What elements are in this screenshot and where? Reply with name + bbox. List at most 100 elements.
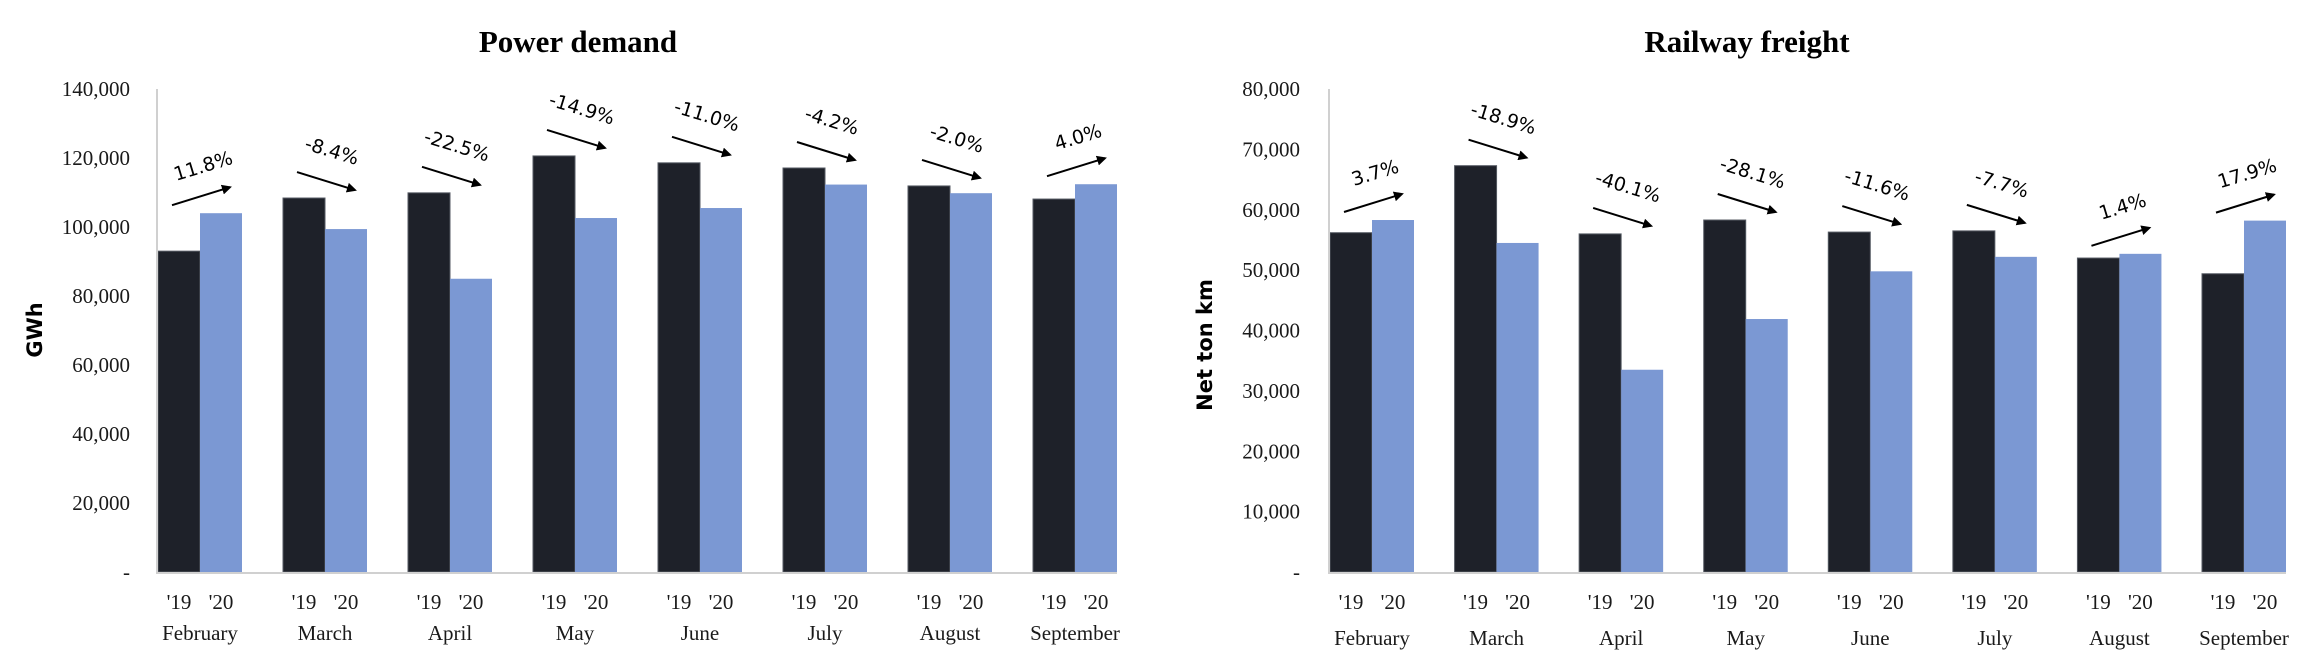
x-year-label: '20 (1381, 590, 1406, 614)
bar-2020-june (700, 208, 742, 572)
arrow-down-icon (421, 165, 482, 188)
x-month-label: March (298, 621, 353, 645)
x-year-label: '19 (542, 590, 567, 614)
y-tick-label: 80,000 (72, 284, 130, 308)
y-tick-label: 20,000 (1242, 439, 1300, 463)
bar-2019-august (2076, 257, 2120, 573)
y-tick-label: 40,000 (72, 422, 130, 446)
x-year-label: '19 (167, 590, 192, 614)
x-year-label: '19 (2086, 590, 2111, 614)
bar-2020-march (1496, 242, 1539, 573)
arrow-down-icon (1592, 206, 1654, 229)
y-tick-label: 120,000 (62, 146, 130, 170)
x-year-label: '20 (709, 590, 734, 614)
x-month-label: July (807, 621, 843, 645)
x-year-label: '20 (2253, 590, 2278, 614)
chart-title: Railway freight (1644, 24, 1850, 59)
bars (1329, 165, 2286, 573)
bar-2020-may (575, 218, 617, 572)
bar-2020-august (950, 193, 992, 572)
x-year-label: '19 (1712, 590, 1737, 614)
x-year-label: '19 (917, 590, 942, 614)
x-year-label: '19 (1463, 590, 1488, 614)
bar-2019-june (1827, 231, 1871, 573)
x-year-label: '20 (459, 590, 484, 614)
x-year-label: '20 (1505, 590, 1530, 614)
change-label: -28.1% (1717, 153, 1788, 194)
arrow-down-icon (671, 135, 732, 158)
bar-2020-february (1372, 220, 1414, 573)
x-year-label: '19 (1042, 590, 1067, 614)
x-month-label: September (2199, 626, 2289, 650)
y-tick-label: 30,000 (1242, 379, 1300, 403)
x-year-label: '20 (2128, 590, 2153, 614)
bar-2020-april (1621, 369, 1664, 572)
bar-2020-april (450, 278, 492, 572)
x-year-label: '19 (1339, 590, 1364, 614)
bar-2019-july (1952, 230, 1996, 573)
x-year-label: '19 (292, 590, 317, 614)
change-label: -14.9% (546, 89, 617, 130)
bar-2019-september (2201, 273, 2245, 573)
bar-2019-august (907, 185, 951, 573)
arrow-down-icon (921, 158, 982, 181)
bar-2019-april (407, 192, 451, 573)
x-year-label: '20 (1754, 590, 1779, 614)
x-year-label: '20 (2003, 590, 2028, 614)
arrow-down-icon (1966, 203, 2027, 226)
arrow-up-icon (171, 184, 232, 207)
y-tick-label: 80,000 (1242, 77, 1300, 101)
change-label: -2.0% (927, 121, 986, 158)
x-year-label: '20 (959, 590, 984, 614)
chart-title: Power demand (479, 24, 677, 59)
arrow-down-icon (1717, 193, 1778, 215)
x-year-label: '20 (834, 590, 859, 614)
x-year-label: '19 (667, 590, 692, 614)
y-tick-label: 60,000 (72, 353, 130, 377)
x-year-label: '20 (1879, 590, 1904, 614)
x-year-label: '20 (1630, 590, 1655, 614)
x-month-label: February (1334, 626, 1410, 650)
change-label: -4.2% (802, 103, 861, 140)
bar-2020-may (1745, 319, 1788, 572)
x-year-label: '19 (417, 590, 442, 614)
y-tick-label: 10,000 (1242, 500, 1300, 524)
x-month-label: September (1030, 621, 1120, 645)
bar-2020-july (825, 184, 867, 572)
change-label: 4.0% (1052, 120, 1105, 155)
y-tick-label: 40,000 (1242, 319, 1300, 343)
bar-2019-june (657, 162, 701, 573)
y-tick-label: - (123, 560, 130, 584)
bars (157, 155, 1117, 573)
change-label: -7.7% (1972, 166, 2031, 203)
y-tick-label: 140,000 (62, 77, 130, 101)
arrow-up-icon (2091, 225, 2152, 247)
y-tick-label: 20,000 (72, 491, 130, 515)
bar-2019-march (282, 197, 326, 573)
arrow-up-icon (2215, 192, 2276, 214)
x-tick-labels: '19 '20 February '19 '20 March '19 '20 April '19 '… (162, 590, 1120, 645)
arrow-up-icon (1046, 155, 1107, 178)
x-month-label: April (1599, 626, 1643, 650)
arrow-down-icon (296, 171, 357, 193)
y-tick-label: 70,000 (1242, 137, 1300, 161)
y-tick-labels: - 20,000 40,000 60,000 80,000 100,000 120,000 1… (62, 77, 130, 584)
bar-2020-february (200, 213, 242, 572)
x-month-label: August (920, 621, 981, 645)
change-label: -18.9% (1468, 99, 1539, 140)
x-month-label: May (556, 621, 595, 645)
x-year-label: '20 (209, 590, 234, 614)
arrow-down-icon (1841, 205, 1903, 227)
change-label: -11.6% (1842, 165, 1913, 206)
change-annotations: 3.7% -18.9% -40.1% -28.1% -11.6% -7.7% 1.4% 17.… (1343, 99, 2279, 247)
change-annotations: 11.8% -8.4% -22.5% -14.9% -11.0% -4.2% -2.0% 4.… (171, 89, 1107, 207)
power-demand-chart: Power demand GWh - 20,000 40,000 60,000 80,0… (23, 24, 1120, 645)
bar-2019-may (532, 155, 576, 573)
change-label: -11.0% (671, 96, 742, 137)
x-year-label: '20 (1084, 590, 1109, 614)
y-axis-label: GWh (23, 302, 47, 357)
x-tick-labels: '19 '20 February '19 '20 March '19 '20 April '19 '… (1334, 590, 2289, 650)
x-year-label: '19 (792, 590, 817, 614)
x-year-label: '20 (584, 590, 609, 614)
